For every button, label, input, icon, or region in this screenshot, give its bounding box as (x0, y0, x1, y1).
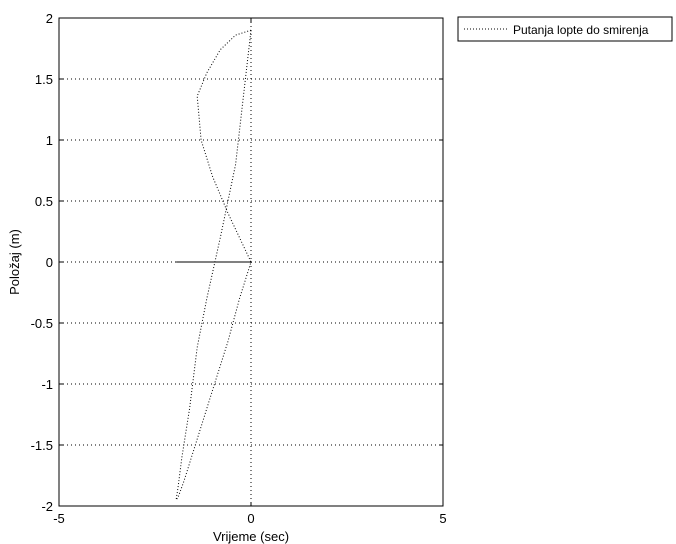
x-axis-label: Vrijeme (sec) (213, 529, 289, 544)
series-line (175, 29, 252, 502)
y-ticks: -2 -1.5 -1 -0.5 0 0.5 1 1.5 2 (31, 11, 443, 514)
legend-entry-label: Putanja lopte do smirenja (513, 23, 649, 37)
y-tick-label: 0 (46, 255, 53, 270)
x-tick-label: 0 (247, 511, 254, 526)
y-axis-label: Položaj (m) (7, 229, 22, 295)
x-ticks: -5 0 5 (53, 18, 447, 526)
x-tick-label: -5 (53, 511, 65, 526)
y-tick-label: 2 (46, 11, 53, 26)
legend: Putanja lopte do smirenja (457, 16, 673, 42)
y-tick-label: -1.5 (31, 438, 53, 453)
series-layer (175, 29, 252, 502)
y-tick-label: -2 (41, 499, 53, 514)
y-tick-label: 1 (46, 133, 53, 148)
legend-box (457, 16, 673, 42)
y-tick-label: -1 (41, 377, 53, 392)
x-tick-label: 5 (439, 511, 446, 526)
y-tick-label: 1.5 (35, 72, 53, 87)
y-tick-label: -0.5 (31, 316, 53, 331)
y-tick-label: 0.5 (35, 194, 53, 209)
